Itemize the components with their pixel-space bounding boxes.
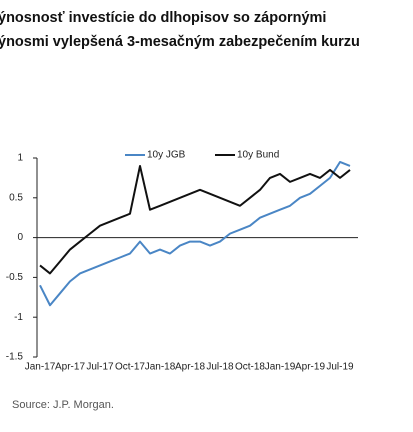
- x-tick-label: Jan-19: [265, 362, 296, 373]
- chart-title: ýnosnosť investície do dlhopisov so zápo…: [0, 10, 326, 26]
- legend-label: 10y JGB: [147, 150, 186, 161]
- x-tick-label: Jan-18: [145, 362, 176, 373]
- y-tick-label: -1.5: [6, 352, 24, 363]
- x-tick-label: Jul-17: [86, 362, 114, 373]
- series-line: [39, 160, 351, 307]
- x-tick-label: Oct-17: [115, 362, 145, 373]
- x-tick-label: Apr-19: [295, 362, 325, 373]
- x-tick-label: Oct-18: [235, 362, 265, 373]
- x-tick-label: Apr-17: [55, 362, 85, 373]
- x-tick-label: Apr-18: [175, 362, 205, 373]
- x-tick-label: Jan-17: [25, 362, 56, 373]
- x-tick-label: Jul-19: [326, 362, 354, 373]
- y-tick-label: 0.5: [9, 192, 23, 203]
- y-tick-label: -1: [14, 312, 23, 323]
- x-tick-label: Jul-18: [206, 362, 234, 373]
- y-tick-label: 1: [17, 153, 23, 164]
- y-tick-label: 0: [17, 232, 23, 243]
- source: Source: J.P. Morgan.: [12, 399, 114, 411]
- y-tick-label: -0.5: [6, 272, 24, 283]
- chart-title: ýnosmi vylepšená 3-mesačným zabezpečením…: [0, 34, 360, 50]
- legend-label: 10y Bund: [237, 150, 279, 161]
- series-line: [39, 164, 351, 275]
